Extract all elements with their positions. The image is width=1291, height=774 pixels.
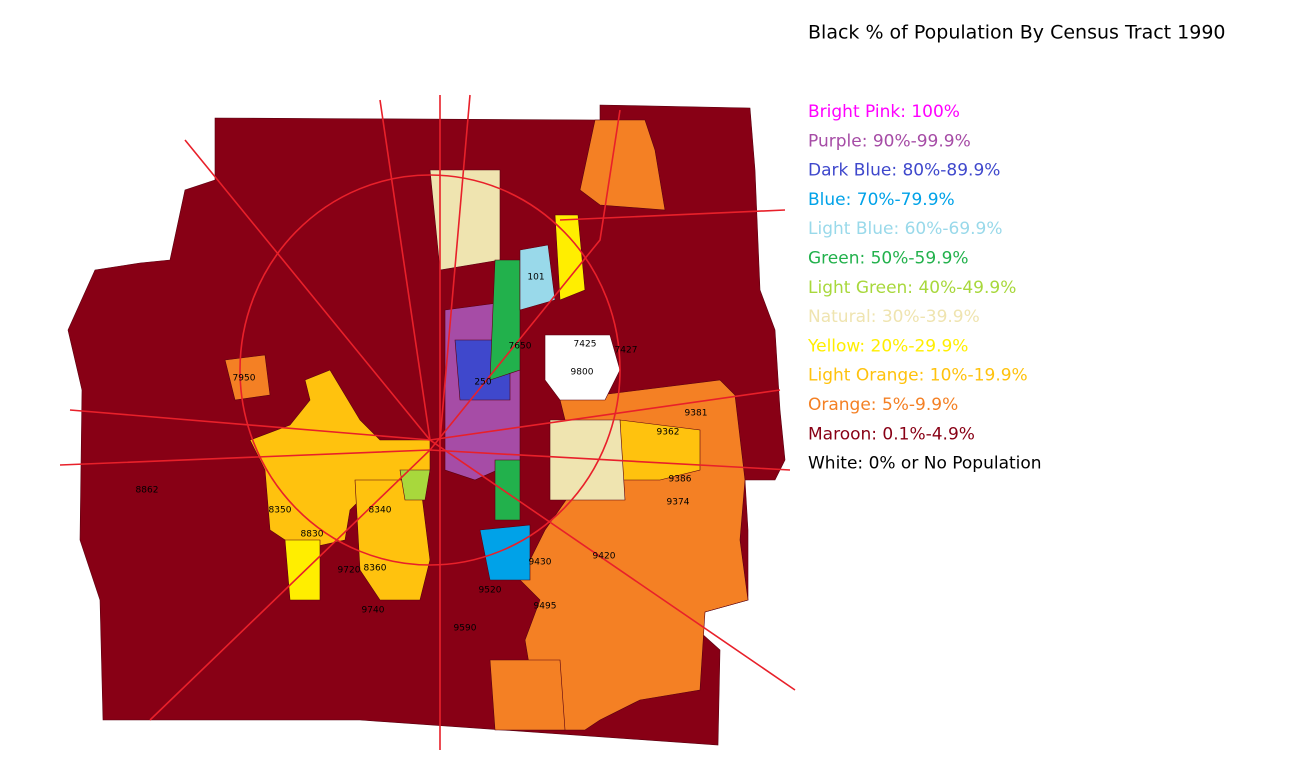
orange-area [579,119,666,211]
legend-item: Natural: 30%-39.9% [808,307,980,327]
tract-label: 8340 [369,506,392,516]
legend-item: Bright Pink: 100% [808,102,960,122]
highway [439,94,471,441]
green-area [494,459,521,521]
tract-label: 9420 [593,552,616,562]
light-orange-area [249,369,431,551]
highway [379,99,431,441]
highway [149,109,621,721]
tract-label: 8350 [269,506,292,516]
yellow-area [554,214,586,301]
tract-labels: 9800 8340 8360 8350 9590 9430 9420 9362 7950 7425… [136,273,708,634]
legend-item: Yellow: 20%-29.9% [807,336,968,356]
legend-item: Green: 50%-59.9% [808,249,969,269]
tract-label: 9520 [479,586,502,596]
yellow-area [284,539,321,601]
legend-item: Orange: 5%-9.9% [808,395,958,415]
tract-label: 9740 [362,606,385,616]
legend-item: Blue: 70%-79.9% [808,190,955,210]
legend-item: Dark Blue: 80%-89.9% [808,161,1000,181]
tract-label: 7425 [574,340,597,350]
light-blue-area [519,244,556,311]
tract-label: 9495 [534,602,557,612]
map-title: Black % of Population By Census Tract 19… [808,22,1226,44]
legend-item: Light Blue: 60%-69.9% [808,219,1003,239]
tract-label: 8360 [364,564,387,574]
tract-label: 9590 [454,624,477,634]
legend-item: Light Orange: 10%-19.9% [808,366,1028,386]
legend-item: Purple: 90%-99.9% [808,131,971,151]
highway [559,209,786,221]
legend-item: Maroon: 0.1%-4.9% [808,424,975,444]
natural-area [549,419,626,501]
tract-label: 9381 [685,409,708,419]
orange-area [489,659,566,731]
tract-label: 7950 [233,374,256,384]
tract-label: 9800 [571,368,594,378]
tract-map [67,104,786,746]
tract-label: 9720 [338,566,361,576]
tract-label: 8830 [301,530,324,540]
orange-area [224,354,271,401]
tract-label: 7650 [509,342,532,352]
outerbelt [239,174,621,566]
highways [59,94,796,750]
tract-label: 8862 [136,486,159,496]
tract-label: 250 [474,378,491,388]
tract-label: 101 [527,273,544,283]
legend-item: Light Green: 40%-49.9% [808,278,1016,298]
tract-label: 9430 [529,558,552,568]
white-area [544,334,621,401]
tract-label: 7427 [615,346,638,356]
blue-area [479,524,531,581]
light-green-area [399,469,431,501]
tract-label: 9374 [667,498,690,508]
tract-label: 9362 [657,428,680,438]
legend-item: White: 0% or No Population [808,454,1042,474]
green-area [489,259,521,381]
legend: Bright Pink: 100% Purple: 90%-99.9% Dark B… [807,102,1042,474]
tract-label: 9386 [669,475,692,485]
